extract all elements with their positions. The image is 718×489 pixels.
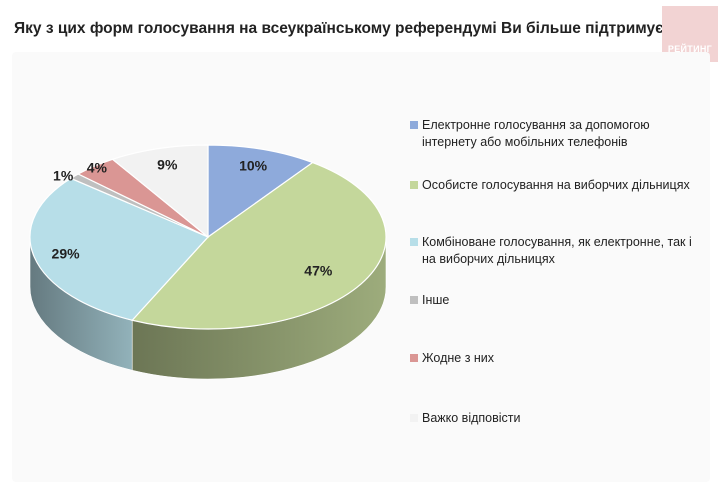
legend-item-4: Жодне з них bbox=[410, 350, 706, 367]
pie-slice-0 bbox=[207, 144, 314, 239]
legend-label-4: Жодне з них bbox=[422, 351, 495, 365]
legend-item-0: Електронне голосування за допомогою інте… bbox=[410, 117, 706, 151]
legend-item-2: Комбіноване голосування, як електронне, … bbox=[410, 234, 706, 268]
legend-swatch-2 bbox=[410, 238, 418, 246]
legend-swatch-3 bbox=[410, 296, 418, 304]
pie-slice-2 bbox=[29, 177, 210, 321]
pie-data-label-1: 47% bbox=[304, 263, 333, 279]
legend-swatch-1 bbox=[410, 181, 418, 189]
pie-slices bbox=[29, 144, 387, 330]
pie-chart: 10% 47% 29% 1% 4% 9% bbox=[29, 144, 387, 380]
pie-data-label-3: 1% bbox=[53, 167, 74, 183]
pie-slice-1 bbox=[131, 161, 387, 330]
legend-label-2: Комбіноване голосування, як електронне, … bbox=[422, 235, 692, 266]
logo-text: РЕЙТИНГ bbox=[667, 44, 713, 54]
legend-swatch-5 bbox=[410, 414, 418, 422]
pie-data-label-5: 9% bbox=[157, 157, 178, 173]
legend-swatch-0 bbox=[410, 121, 418, 129]
legend-item-5: Важко відповісти bbox=[410, 410, 706, 427]
pie-data-label-0: 10% bbox=[239, 157, 268, 173]
legend-label-1: Особисте голосування на виборчих дільниц… bbox=[422, 178, 690, 192]
legend-label-3: Інше bbox=[422, 293, 450, 307]
pie-data-labels: 10% 47% 29% 1% 4% 9% bbox=[52, 157, 333, 279]
legend-item-1: Особисте голосування на виборчих дільниц… bbox=[410, 177, 706, 194]
pie-data-label-4: 4% bbox=[87, 160, 108, 176]
legend-item-3: Інше bbox=[410, 292, 706, 309]
page-title: Яку з цих форм голосування на всеукраїнс… bbox=[14, 20, 690, 37]
pie-data-label-2: 29% bbox=[52, 245, 81, 261]
legend-label-5: Важко відповісти bbox=[422, 411, 521, 425]
legend-label-0: Електронне голосування за допомогою інте… bbox=[422, 118, 650, 149]
pie-slice-5 bbox=[111, 144, 209, 239]
legend-swatch-4 bbox=[410, 354, 418, 362]
chart-area: 10% 47% 29% 1% 4% 9% bbox=[12, 52, 710, 482]
